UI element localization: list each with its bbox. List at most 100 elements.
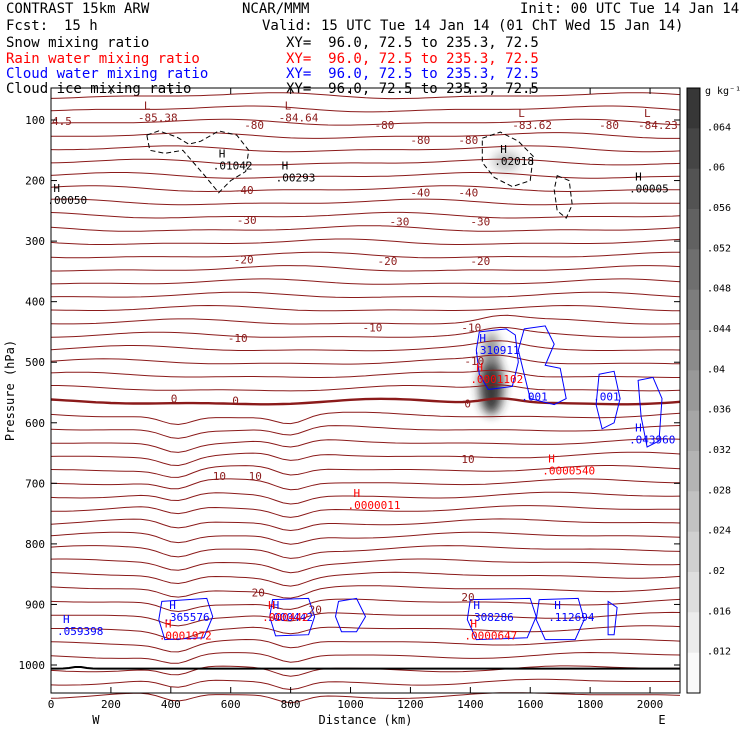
temperature-contour-label: -30 bbox=[470, 216, 490, 229]
temperature-contour-label: 0 bbox=[171, 393, 178, 406]
cloud-ice-contour bbox=[553, 175, 573, 219]
extremum-value: .310911 bbox=[473, 344, 519, 357]
colorbar-tick-label: .056 bbox=[707, 203, 731, 214]
colorbar-frame bbox=[686, 87, 701, 694]
extremum-value: -83.62 bbox=[512, 119, 552, 132]
colorbar-tick-label: .06 bbox=[707, 163, 725, 174]
colorbar-segment bbox=[687, 410, 700, 452]
field-rain-name: Rain water mixing ratio bbox=[6, 51, 200, 67]
x-tick-label: 400 bbox=[161, 698, 181, 711]
temperature-contour bbox=[50, 105, 681, 113]
extremum-value: .043960 bbox=[629, 434, 675, 447]
temperature-contour-label: 0 bbox=[464, 397, 471, 410]
extremum-letter: H bbox=[635, 422, 642, 435]
cloud-water-contour bbox=[607, 600, 618, 636]
x-tick-label: 2000 bbox=[637, 698, 664, 711]
colorbar-segment bbox=[687, 370, 700, 412]
temperature-contour bbox=[50, 411, 681, 426]
extremum-letter: H bbox=[268, 599, 275, 612]
temperature-contour bbox=[51, 438, 681, 453]
temperature-contour-label: -10 bbox=[461, 322, 481, 335]
terrain-line bbox=[51, 666, 680, 670]
temperature-contour-label: -10 bbox=[464, 355, 484, 368]
west-label: W bbox=[92, 713, 100, 727]
extremum-letter: H bbox=[169, 599, 176, 612]
cloud-water-contour-label: .001 bbox=[593, 391, 620, 404]
extremum-value: .0001972 bbox=[159, 629, 212, 642]
extremum-letter: H bbox=[473, 599, 480, 612]
colorbar-segment bbox=[687, 572, 700, 613]
fcst-value: 15 h bbox=[64, 18, 98, 34]
temperature-contour bbox=[51, 384, 681, 392]
temperature-contour-label: -80 bbox=[458, 134, 478, 147]
temperature-contour bbox=[50, 238, 681, 245]
colorbar-segment bbox=[687, 88, 700, 129]
temperature-contour-label: -10 bbox=[363, 322, 383, 335]
fcst-label: Fcst: bbox=[6, 18, 49, 34]
temperature-contour bbox=[50, 571, 681, 587]
colorbar-tick-label: .02 bbox=[707, 566, 725, 577]
colorbar-tick-label: .024 bbox=[707, 526, 731, 537]
temperature-contour bbox=[50, 558, 681, 574]
temperature-contour bbox=[50, 651, 681, 664]
colorbar-segment bbox=[687, 451, 700, 492]
colorbar-tick-label: .04 bbox=[707, 364, 725, 375]
temperature-contour bbox=[50, 198, 681, 206]
temperature-contour bbox=[50, 638, 681, 653]
colorbar-segment bbox=[687, 128, 700, 170]
extremum-value: .00050 bbox=[47, 194, 87, 207]
extremum-letter: H bbox=[53, 182, 60, 195]
temperature-contour-label: 20 bbox=[309, 603, 322, 616]
temperature-contour bbox=[50, 145, 681, 153]
field-cloudwater-name: Cloud water mixing ratio bbox=[6, 66, 209, 82]
extremum-letter: H bbox=[548, 453, 555, 466]
extremum-letter: H bbox=[500, 143, 507, 156]
colorbar-segment bbox=[687, 531, 700, 573]
y-tick-label: 900 bbox=[25, 598, 45, 611]
temperature-contour bbox=[51, 505, 680, 518]
temperature-contour-label: -80 bbox=[374, 119, 394, 132]
extremum-letter: L bbox=[644, 107, 651, 120]
valid-time: Valid: 15 UTC Tue 14 Jan 14 (01 ChT Wed … bbox=[262, 18, 684, 34]
y-tick-label: 200 bbox=[25, 175, 45, 188]
extremum-letter: H bbox=[479, 332, 486, 345]
cloud-water-contour bbox=[637, 376, 663, 448]
extremum-value: -84.64 bbox=[279, 112, 319, 125]
temperature-contour bbox=[50, 678, 680, 691]
temperature-contour bbox=[50, 354, 681, 365]
temperature-contour bbox=[50, 692, 681, 704]
temperature-contour-label: -80 bbox=[244, 119, 264, 132]
extremum-letter: L bbox=[518, 107, 525, 120]
extremum-value: .0000647 bbox=[464, 629, 517, 642]
temperature-contour-label: 0 bbox=[232, 394, 239, 407]
x-tick-label: 1600 bbox=[517, 698, 544, 711]
extremum-letter: H bbox=[273, 599, 280, 612]
temperature-contour-label: -40 bbox=[234, 184, 254, 197]
y-tick-label: 400 bbox=[25, 296, 45, 309]
colorbar-tick-label: .064 bbox=[707, 122, 731, 133]
x-tick-label: 1200 bbox=[397, 698, 424, 711]
cloud-water-contour bbox=[595, 370, 621, 430]
extremum-value: .0000011 bbox=[348, 499, 401, 512]
temperature-contour bbox=[50, 585, 681, 599]
cloud-water-contour bbox=[158, 597, 214, 641]
extremum-letter: L bbox=[144, 100, 151, 113]
extremum-value: .000442 bbox=[267, 611, 313, 624]
temperature-contours bbox=[50, 92, 681, 704]
extremum-value: .308286 bbox=[467, 611, 513, 624]
temperature-contour-label: -40 bbox=[458, 187, 478, 200]
contour-labels: -80 -80 -80 -80 -80 -40 -40 -40 -30 -30 -30 -20 -20 -… bbox=[47, 100, 677, 643]
temperature-contour bbox=[50, 172, 681, 179]
temperature-contour-label: 10 bbox=[249, 470, 262, 483]
y-tick-label: 1000 bbox=[19, 659, 46, 672]
cloud-water-contour bbox=[535, 597, 585, 641]
temperature-contour bbox=[50, 92, 681, 100]
extremum-value: .00005 bbox=[629, 182, 669, 195]
temperature-contour bbox=[50, 278, 681, 285]
temperature-contour bbox=[50, 314, 681, 325]
temperature-contour bbox=[50, 397, 681, 406]
temperature-contour-label: 20 bbox=[461, 591, 474, 604]
colorbar-segment bbox=[687, 249, 700, 291]
